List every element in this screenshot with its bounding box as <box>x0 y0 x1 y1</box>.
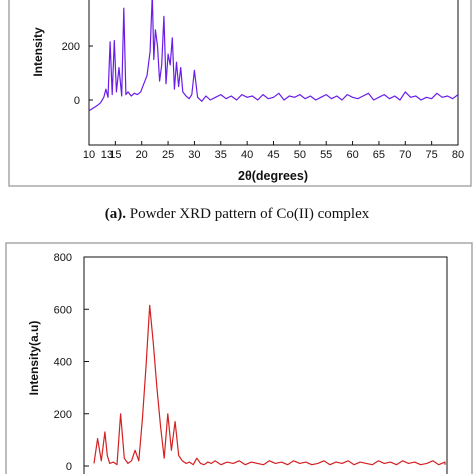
chart-a-outer-border <box>8 0 472 187</box>
chart-b-y-axis-label: Intensity(a.u) <box>27 321 41 396</box>
caption-body: Powder XRD pattern of Co(II) complex <box>126 206 370 222</box>
chart-b-y-tick-label: 600 <box>54 304 72 316</box>
chart-a-y-ticks: 0 200 <box>62 41 93 107</box>
chart-a-x-tick-label: 80 <box>452 149 464 161</box>
caption-text: (a). Powder XRD pattern of Co(II) comple… <box>105 206 370 222</box>
chart-a-x-tick-label: 40 <box>241 149 253 161</box>
chart-b-plot-frame <box>83 256 448 474</box>
chart-b-y-tick-label: 800 <box>54 252 72 264</box>
chart-b-series-line <box>93 304 446 466</box>
chart-a-x-tick-label: 10 <box>83 149 95 161</box>
chart-a-x-tick-label: 15 <box>109 149 121 161</box>
caption: (a). Powder XRD pattern of Co(II) comple… <box>105 206 370 222</box>
chart-a-x-axis-label: 2θ(degrees) <box>238 169 308 183</box>
chart-a-x-tick-label: 60 <box>346 149 358 161</box>
caption-label: (a). <box>105 206 126 222</box>
chart-a-y-axis-label: Intensity <box>31 27 45 77</box>
chart-b-series <box>93 304 446 466</box>
chart-a-series <box>88 0 459 112</box>
chart-b-y-tick-label: 0 <box>66 461 72 473</box>
chart-b-y-ticks: 0 200 400 600 800 <box>54 252 89 473</box>
chart-a-x-tick-label: 65 <box>373 149 385 161</box>
chart-a-x-tick-label: 13 <box>101 149 113 161</box>
chart-a-x-tick-label: 35 <box>215 149 227 161</box>
chart-a-x-tick-label: 45 <box>267 149 279 161</box>
chart-a-x-tick-label: 70 <box>399 149 411 161</box>
chart-a-plot-frame <box>88 0 459 146</box>
chart-a-x-tick-label: 50 <box>294 149 306 161</box>
chart-a-y-tick-label: 0 <box>74 95 80 107</box>
chart-a-x-tick-label: 20 <box>136 149 148 161</box>
chart-b-outer-border <box>5 242 473 474</box>
chart-b-y-tick-label: 200 <box>54 409 72 421</box>
chart-a-y-tick-label: 200 <box>62 41 80 53</box>
chart-a-series-line <box>88 0 459 112</box>
chart-b-y-tick-label: 400 <box>54 357 72 369</box>
chart-b: 0 200 400 600 800 Intensity(a.u) <box>5 242 473 474</box>
chart-a-x-tick-label: 55 <box>320 149 332 161</box>
chart-a-x-tick-label: 25 <box>162 149 174 161</box>
chart-a-x-tick-label: 75 <box>425 149 437 161</box>
chart-a-x-tick-label: 30 <box>188 149 200 161</box>
